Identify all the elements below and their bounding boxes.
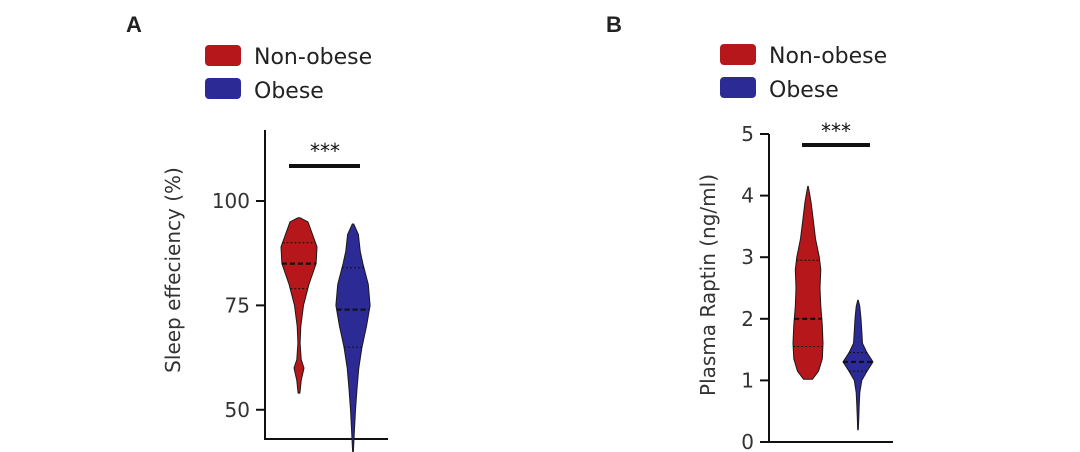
legend-label-non-obese: Non-obese	[769, 44, 887, 69]
panel-b-y-tick-label: 1	[741, 368, 754, 392]
panel-b-significance-label: ***	[821, 119, 851, 143]
panel-a-y-axis-title: Sleep effeciency (%)	[161, 167, 185, 373]
panel-a-violins	[280, 217, 371, 452]
panel-b-letter: B	[606, 12, 622, 37]
legend-swatch-obese	[205, 78, 241, 99]
legend-label-non-obese: Non-obese	[254, 45, 372, 70]
panel-a-violin-non-obese	[280, 217, 318, 394]
legend-label-obese: Obese	[769, 78, 839, 103]
legend-swatch-non-obese	[720, 44, 756, 65]
legend-label-obese: Obese	[254, 79, 324, 104]
panel-a-y-tick-label: 50	[225, 398, 250, 422]
panel-b-y-tick-label: 0	[741, 430, 754, 452]
panel-a-y-tick-label: 100	[212, 189, 250, 213]
panel-b: B Non-obese Obese Plasma Raptin (ng/ml) …	[606, 12, 893, 452]
panel-b-violins	[792, 185, 874, 431]
panel-b-y-tick-label: 2	[741, 307, 754, 331]
panel-a-violin-obese	[335, 223, 371, 452]
panel-a-letter: A	[126, 12, 142, 37]
panel-a-y-ticks: 50 75 100	[212, 189, 265, 422]
legend-swatch-non-obese	[205, 45, 241, 66]
panel-b-legend: Non-obese Obese	[720, 44, 887, 103]
panel-a-y-tick-label: 75	[225, 293, 250, 317]
panel-b-violin-obese	[842, 299, 874, 431]
panel-b-y-axis-title: Plasma Raptin (ng/ml)	[696, 174, 720, 396]
panel-a: A Non-obese Obese Sleep effeciency (%) 5…	[126, 12, 388, 452]
legend-swatch-obese	[720, 77, 756, 98]
panel-a-legend: Non-obese Obese	[205, 45, 372, 104]
panel-b-y-tick-label: 5	[741, 122, 754, 146]
panel-b-violin-non-obese	[792, 185, 824, 380]
panel-b-y-tick-label: 3	[741, 245, 754, 269]
panel-b-y-ticks: 0 1 2 3 4 5	[741, 122, 769, 452]
panel-b-y-tick-label: 4	[741, 184, 754, 208]
panel-a-significance-label: ***	[310, 139, 340, 163]
